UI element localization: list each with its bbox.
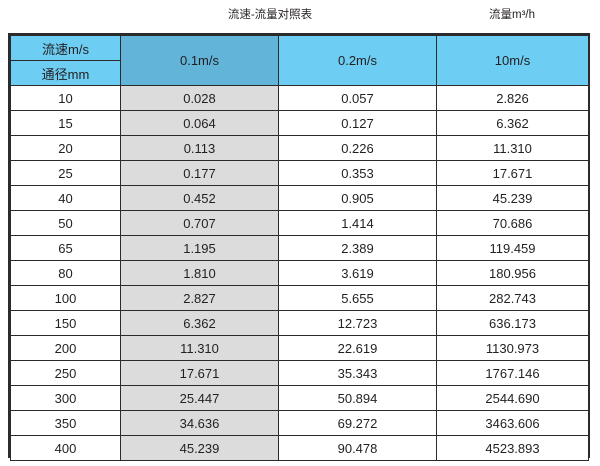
cell-flow-02: 0.353 (278, 160, 437, 186)
cell-diameter: 80 (10, 260, 121, 286)
cell-flow-10: 4523.893 (436, 435, 589, 461)
table-row: 20 0.113 0.226 11.310 (10, 135, 589, 161)
table-row: 25 0.177 0.353 17.671 (10, 160, 589, 186)
cell-diameter: 250 (10, 360, 121, 386)
cell-flow-02: 0.905 (278, 185, 437, 211)
cell-diameter: 200 (10, 335, 121, 361)
cell-diameter: 400 (10, 435, 121, 461)
cell-flow-10: 1130.973 (436, 335, 589, 361)
table-row: 50 0.707 1.414 70.686 (10, 210, 589, 236)
cell-flow-01: 45.239 (120, 435, 279, 461)
table-row: 150 6.362 12.723 636.173 (10, 310, 589, 336)
flow-table-grid: 流速m/s 0.1m/s 0.2m/s 10m/s 通径mm 10 0.028 … (10, 35, 589, 461)
flow-velocity-table: 流速m/s 0.1m/s 0.2m/s 10m/s 通径mm 10 0.028 … (8, 33, 590, 461)
cell-flow-10: 2544.690 (436, 385, 589, 411)
cell-flow-01: 0.177 (120, 160, 279, 186)
table-row: 200 11.310 22.619 1130.973 (10, 335, 589, 361)
cell-flow-10: 1767.146 (436, 360, 589, 386)
cell-diameter: 10 (10, 85, 121, 111)
cell-flow-02: 2.389 (278, 235, 437, 261)
table-row: 250 17.671 35.343 1767.146 (10, 360, 589, 386)
table-body: 流速m/s 0.1m/s 0.2m/s 10m/s 通径mm 10 0.028 … (10, 35, 589, 461)
cell-flow-10: 11.310 (436, 135, 589, 161)
cell-flow-10: 6.362 (436, 110, 589, 136)
cell-flow-10: 45.239 (436, 185, 589, 211)
cell-diameter: 65 (10, 235, 121, 261)
table-row: 40 0.452 0.905 45.239 (10, 185, 589, 211)
cell-diameter: 300 (10, 385, 121, 411)
cell-flow-10: 70.686 (436, 210, 589, 236)
cell-flow-02: 0.057 (278, 85, 437, 111)
cell-flow-10: 636.173 (436, 310, 589, 336)
table-row: 80 1.810 3.619 180.956 (10, 260, 589, 286)
cell-flow-10: 2.826 (436, 85, 589, 111)
header-speed-0: 0.1m/s (120, 35, 279, 86)
header-velocity-label: 流速m/s (10, 35, 121, 61)
table-row: 350 34.636 69.272 3463.606 (10, 410, 589, 436)
table-row: 300 25.447 50.894 2544.690 (10, 385, 589, 411)
cell-flow-01: 0.452 (120, 185, 279, 211)
cell-flow-01: 11.310 (120, 335, 279, 361)
header-row-top: 流速m/s 0.1m/s 0.2m/s 10m/s (10, 35, 589, 86)
cell-flow-02: 35.343 (278, 360, 437, 386)
cell-flow-01: 2.827 (120, 285, 279, 311)
cell-flow-02: 0.127 (278, 110, 437, 136)
table-row: 100 2.827 5.655 282.743 (10, 285, 589, 311)
cell-flow-10: 119.459 (436, 235, 589, 261)
cell-flow-01: 0.707 (120, 210, 279, 236)
cell-diameter: 100 (10, 285, 121, 311)
cell-flow-02: 3.619 (278, 260, 437, 286)
cell-flow-10: 17.671 (436, 160, 589, 186)
cell-flow-10: 180.956 (436, 260, 589, 286)
cell-flow-02: 5.655 (278, 285, 437, 311)
cell-flow-02: 50.894 (278, 385, 437, 411)
cell-flow-01: 34.636 (120, 410, 279, 436)
cell-flow-02: 69.272 (278, 410, 437, 436)
chart-title: 流速-流量对照表 (227, 9, 313, 21)
cell-diameter: 150 (10, 310, 121, 336)
cell-flow-01: 6.362 (120, 310, 279, 336)
table-row: 400 45.239 90.478 4523.893 (10, 435, 589, 461)
header-speed-1: 0.2m/s (278, 35, 437, 86)
header-diameter-label: 通径mm (10, 60, 121, 86)
cell-flow-01: 0.113 (120, 135, 279, 161)
table-row: 10 0.028 0.057 2.826 (10, 85, 589, 111)
cell-diameter: 15 (10, 110, 121, 136)
cell-flow-01: 25.447 (120, 385, 279, 411)
cell-diameter: 50 (10, 210, 121, 236)
cell-diameter: 350 (10, 410, 121, 436)
cell-flow-01: 1.195 (120, 235, 279, 261)
cell-flow-01: 0.028 (120, 85, 279, 111)
table-row: 15 0.064 0.127 6.362 (10, 110, 589, 136)
cell-flow-10: 282.743 (436, 285, 589, 311)
header-speed-2: 10m/s (436, 35, 589, 86)
cell-diameter: 25 (10, 160, 121, 186)
table-row: 65 1.195 2.389 119.459 (10, 235, 589, 261)
cell-flow-02: 1.414 (278, 210, 437, 236)
cell-flow-02: 0.226 (278, 135, 437, 161)
cell-flow-02: 22.619 (278, 335, 437, 361)
cell-flow-02: 90.478 (278, 435, 437, 461)
cell-flow-01: 0.064 (120, 110, 279, 136)
cell-flow-10: 3463.606 (436, 410, 589, 436)
unit-label: 流量m³/h (489, 9, 535, 21)
cell-diameter: 20 (10, 135, 121, 161)
cell-flow-02: 12.723 (278, 310, 437, 336)
cell-diameter: 40 (10, 185, 121, 211)
cell-flow-01: 1.810 (120, 260, 279, 286)
cell-flow-01: 17.671 (120, 360, 279, 386)
